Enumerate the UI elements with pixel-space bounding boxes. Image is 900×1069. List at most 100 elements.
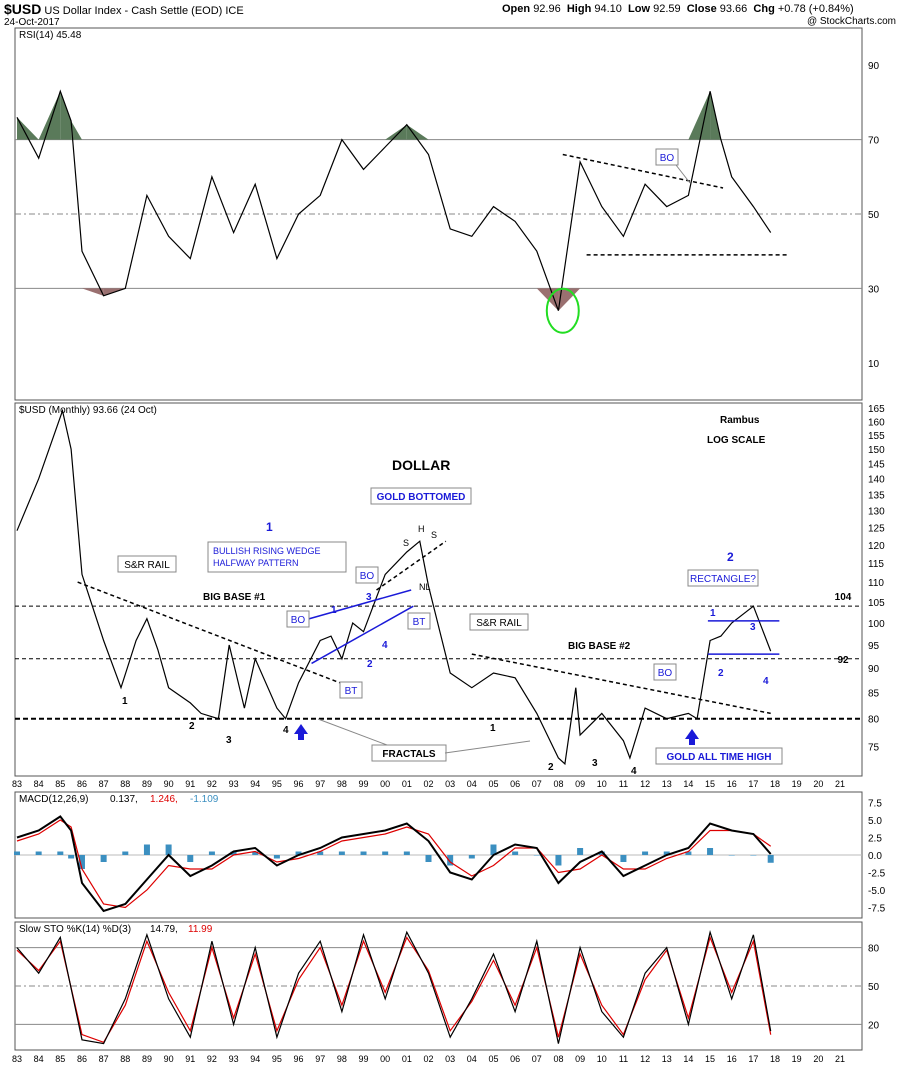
rsi-overbought-fill [71,121,82,140]
macd-hist-bar [767,855,774,863]
macd-hist-bar [577,848,584,855]
price-tick-150: 150 [868,445,885,456]
wave-number-1: 2 [189,721,195,732]
sto-xtick-92: 92 [207,1054,217,1064]
macd-hist-bar [273,855,280,859]
rsi-overbought-fill [60,91,72,140]
sto-xtick-94: 94 [250,1054,260,1064]
price-tick-115: 115 [868,559,884,570]
price-ref-label-92: 92 [837,655,849,666]
macd-hist-bar [663,851,670,855]
price-xtick-85: 85 [55,779,65,789]
sto-legend-k: 14.79, [150,924,178,935]
sto-xtick-12: 12 [640,1054,650,1064]
macd-hist-bar [317,851,324,855]
chg-value: +0.78 (+0.84%) [777,3,854,15]
price-xtick-17: 17 [748,779,758,789]
macd-tick-1: -5.0 [868,886,886,897]
price-xtick-16: 16 [727,779,737,789]
price-tick-85: 85 [868,689,880,700]
macd-hist-bar [533,855,540,856]
high-value: 94.10 [594,3,622,15]
rsi-tick-30: 30 [868,284,880,295]
price-xtick-01: 01 [402,779,412,789]
price-xtick-04: 04 [467,779,477,789]
blue-wave-number-2: 3 [366,592,372,603]
macd-hist-bar [468,855,475,859]
sto-xtick-13: 13 [662,1054,672,1064]
price-bo-label-2: BO [360,571,375,582]
gold-bottomed-label-box [370,487,472,505]
macd-hist-bar [252,851,259,855]
sto-xtick-98: 98 [337,1054,347,1064]
price-tick-80: 80 [868,715,880,726]
price-tick-140: 140 [868,475,885,486]
sto-xtick-15: 15 [705,1054,715,1064]
macd-hist-bar [100,855,107,862]
sto-xtick-88: 88 [120,1054,130,1064]
price-bt-label-2: BT [413,617,426,628]
macd-hist-bar [555,855,562,866]
rsi-overbought-fill [406,124,429,140]
sto-xtick-11: 11 [619,1054,628,1064]
wave-number-0: 1 [122,696,128,707]
rsi-oversold-fill [558,288,581,311]
price-xtick-00: 00 [380,779,390,789]
price-xtick-99: 99 [359,779,369,789]
sto-xtick-21: 21 [835,1054,845,1064]
price-tick-100: 100 [868,619,885,630]
big-base-1-label: BIG BASE #1 [203,592,266,603]
price-legend: $USD (Monthly) 93.66 (24 Oct) [19,405,157,416]
macd-tick-4: 2.5 [868,834,882,845]
macd-tick-2: -2.5 [868,869,886,880]
price-tick-95: 95 [868,641,880,652]
macd-hist-bar [78,855,85,869]
sto-xtick-08: 08 [553,1054,563,1064]
wave-number-3: 4 [283,725,289,736]
price-bo-label-3-box [653,663,677,681]
rsi-legend: RSI(14) 45.48 [19,30,82,41]
macd-legend-hist: -1.109 [190,794,219,805]
rsi-overbought-fill [688,91,711,140]
fractals-pointer-2 [317,718,388,746]
price-xtick-05: 05 [488,779,498,789]
price-bt-label-2-box [407,612,431,630]
sr-rail-2 [471,653,771,715]
sto-xtick-85: 85 [55,1054,65,1064]
macd-legend-signal: 1.246, [150,794,178,805]
wedge-box [207,541,347,573]
sr-rail-2-label-box [469,613,529,631]
high-label: High [566,3,592,15]
price-tick-135: 135 [868,490,885,501]
sto-xtick-89: 89 [142,1054,152,1064]
sto-xtick-17: 17 [748,1054,758,1064]
wedge-upper [294,589,412,624]
price-tick-130: 130 [868,506,885,517]
fractals-label: FRACTALS [382,749,435,760]
macd-hist-bar [382,851,389,855]
price-xtick-19: 19 [792,779,802,789]
sto-xtick-97: 97 [315,1054,325,1064]
macd-tick-3: 0.0 [868,851,882,862]
macd-hist-bar [360,851,367,855]
gold-bottomed-label: GOLD BOTTOMED [377,492,466,503]
price-bo-label-3: BO [658,668,673,679]
blue-wave-number-6: 3 [750,622,756,633]
chart-header: $USD US Dollar Index - Cash Settle (EOD)… [4,1,244,17]
macd-hist-bar [295,851,302,855]
macd-hist-bar [728,855,735,856]
macd-hist-bar [230,851,237,855]
gold-high-label: GOLD ALL TIME HIGH [667,752,772,763]
sr-rail-1 [77,581,340,684]
price-bo-label-1-box [286,610,310,628]
sto-xtick-02: 02 [423,1054,433,1064]
price-xtick-15: 15 [705,779,715,789]
price-xtick-91: 91 [185,779,195,789]
wave-number-2: 3 [226,735,232,746]
price-tick-105: 105 [868,598,885,609]
sto-xtick-93: 93 [229,1054,239,1064]
price-xtick-98: 98 [337,779,347,789]
sr-rail-2-label: S&R RAIL [476,618,522,629]
price-tick-125: 125 [868,523,885,534]
